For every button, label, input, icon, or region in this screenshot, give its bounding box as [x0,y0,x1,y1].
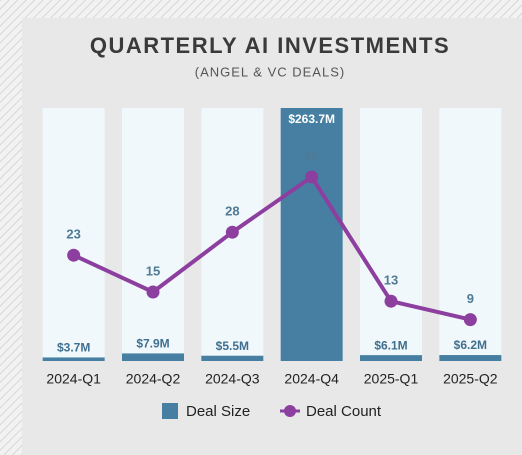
point-value-label: 9 [467,291,474,306]
line-point [463,313,477,327]
legend-swatch [284,405,296,417]
line-point [225,225,239,239]
bar [280,108,343,361]
bar [360,355,422,361]
bar-value-label: $3.7M [57,341,90,355]
x-tick-label: 2024-Q4 [284,371,339,387]
bar-value-label: $5.5M [216,339,249,353]
bar-value-label: $7.9M [136,337,169,351]
line-point [305,170,319,184]
column-bg [122,108,184,361]
point-value-label: 15 [146,263,160,278]
bar [201,355,264,361]
panel [22,18,522,455]
legend-label: Deal Count [306,403,382,420]
bar [122,353,184,361]
x-tick-label: 2024-Q3 [205,371,260,387]
bar [439,355,502,361]
x-tick-label: 2024-Q1 [46,371,101,387]
bar-value-label: $6.2M [454,338,487,352]
legend-label: Deal Size [186,403,250,420]
bar-value-label: $263.7M [288,112,335,126]
line-point [384,294,398,308]
point-value-label: 40 [304,148,318,163]
line-point [67,248,81,262]
x-tick-label: 2025-Q2 [443,371,498,387]
bar-value-label: $6.1M [374,338,407,352]
point-value-label: 23 [66,227,80,242]
x-tick-label: 2025-Q1 [364,371,419,387]
line [72,175,471,322]
point-value-label: 13 [384,273,398,288]
x-tick-label: 2024-Q2 [126,371,181,387]
bar [42,357,105,361]
chart-subtitle: (ANGEL & VC DEALS) [195,64,345,79]
legend-swatch [162,403,178,419]
column-bg [42,108,105,361]
line-point [146,285,160,299]
point-value-label: 28 [225,204,239,219]
chart-title: QUARTERLY AI INVESTMENTS [90,33,450,58]
column-bg [360,108,422,361]
